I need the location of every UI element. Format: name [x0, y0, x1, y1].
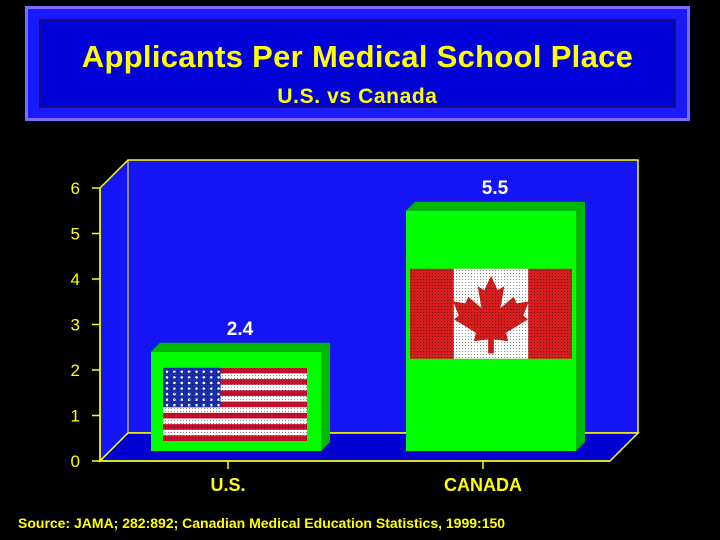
data-label: 5.5 [482, 178, 509, 199]
y-tick-label: 2 [71, 361, 80, 380]
canada-flag-icon [410, 268, 572, 359]
chart-subtitle: U.S. vs Canada [277, 85, 438, 108]
x-tick-label: CANADA [444, 475, 522, 495]
data-label: 2.4 [227, 319, 254, 340]
source-note: Source: JAMA; 282:892; Canadian Medical … [18, 515, 506, 531]
bar-side [576, 201, 585, 451]
y-tick-label: 1 [71, 407, 80, 426]
chart-title: Applicants Per Medical School Place [81, 39, 634, 74]
y-tick-label: 0 [71, 452, 80, 471]
us-flag-icon [163, 367, 307, 441]
bar-us [151, 342, 330, 451]
y-tick-label: 6 [71, 179, 80, 198]
bar-canada [406, 201, 585, 451]
bar-top [151, 342, 330, 352]
bar-top [406, 201, 585, 211]
y-tick-label: 3 [71, 316, 80, 335]
flag-texture [163, 367, 307, 441]
x-tick-label: U.S. [210, 475, 245, 495]
bar-side [321, 342, 330, 451]
y-tick-label: 5 [71, 225, 80, 244]
title-panel: Applicants Per Medical School Place U.S.… [25, 6, 690, 121]
y-tick-label: 4 [71, 270, 80, 289]
title-box: Applicants Per Medical School Place U.S.… [39, 19, 676, 108]
bar-chart: 0 1 2 3 4 5 6 2.4 5.5 U.S. CANADA [71, 159, 640, 495]
flag-texture [410, 268, 572, 359]
